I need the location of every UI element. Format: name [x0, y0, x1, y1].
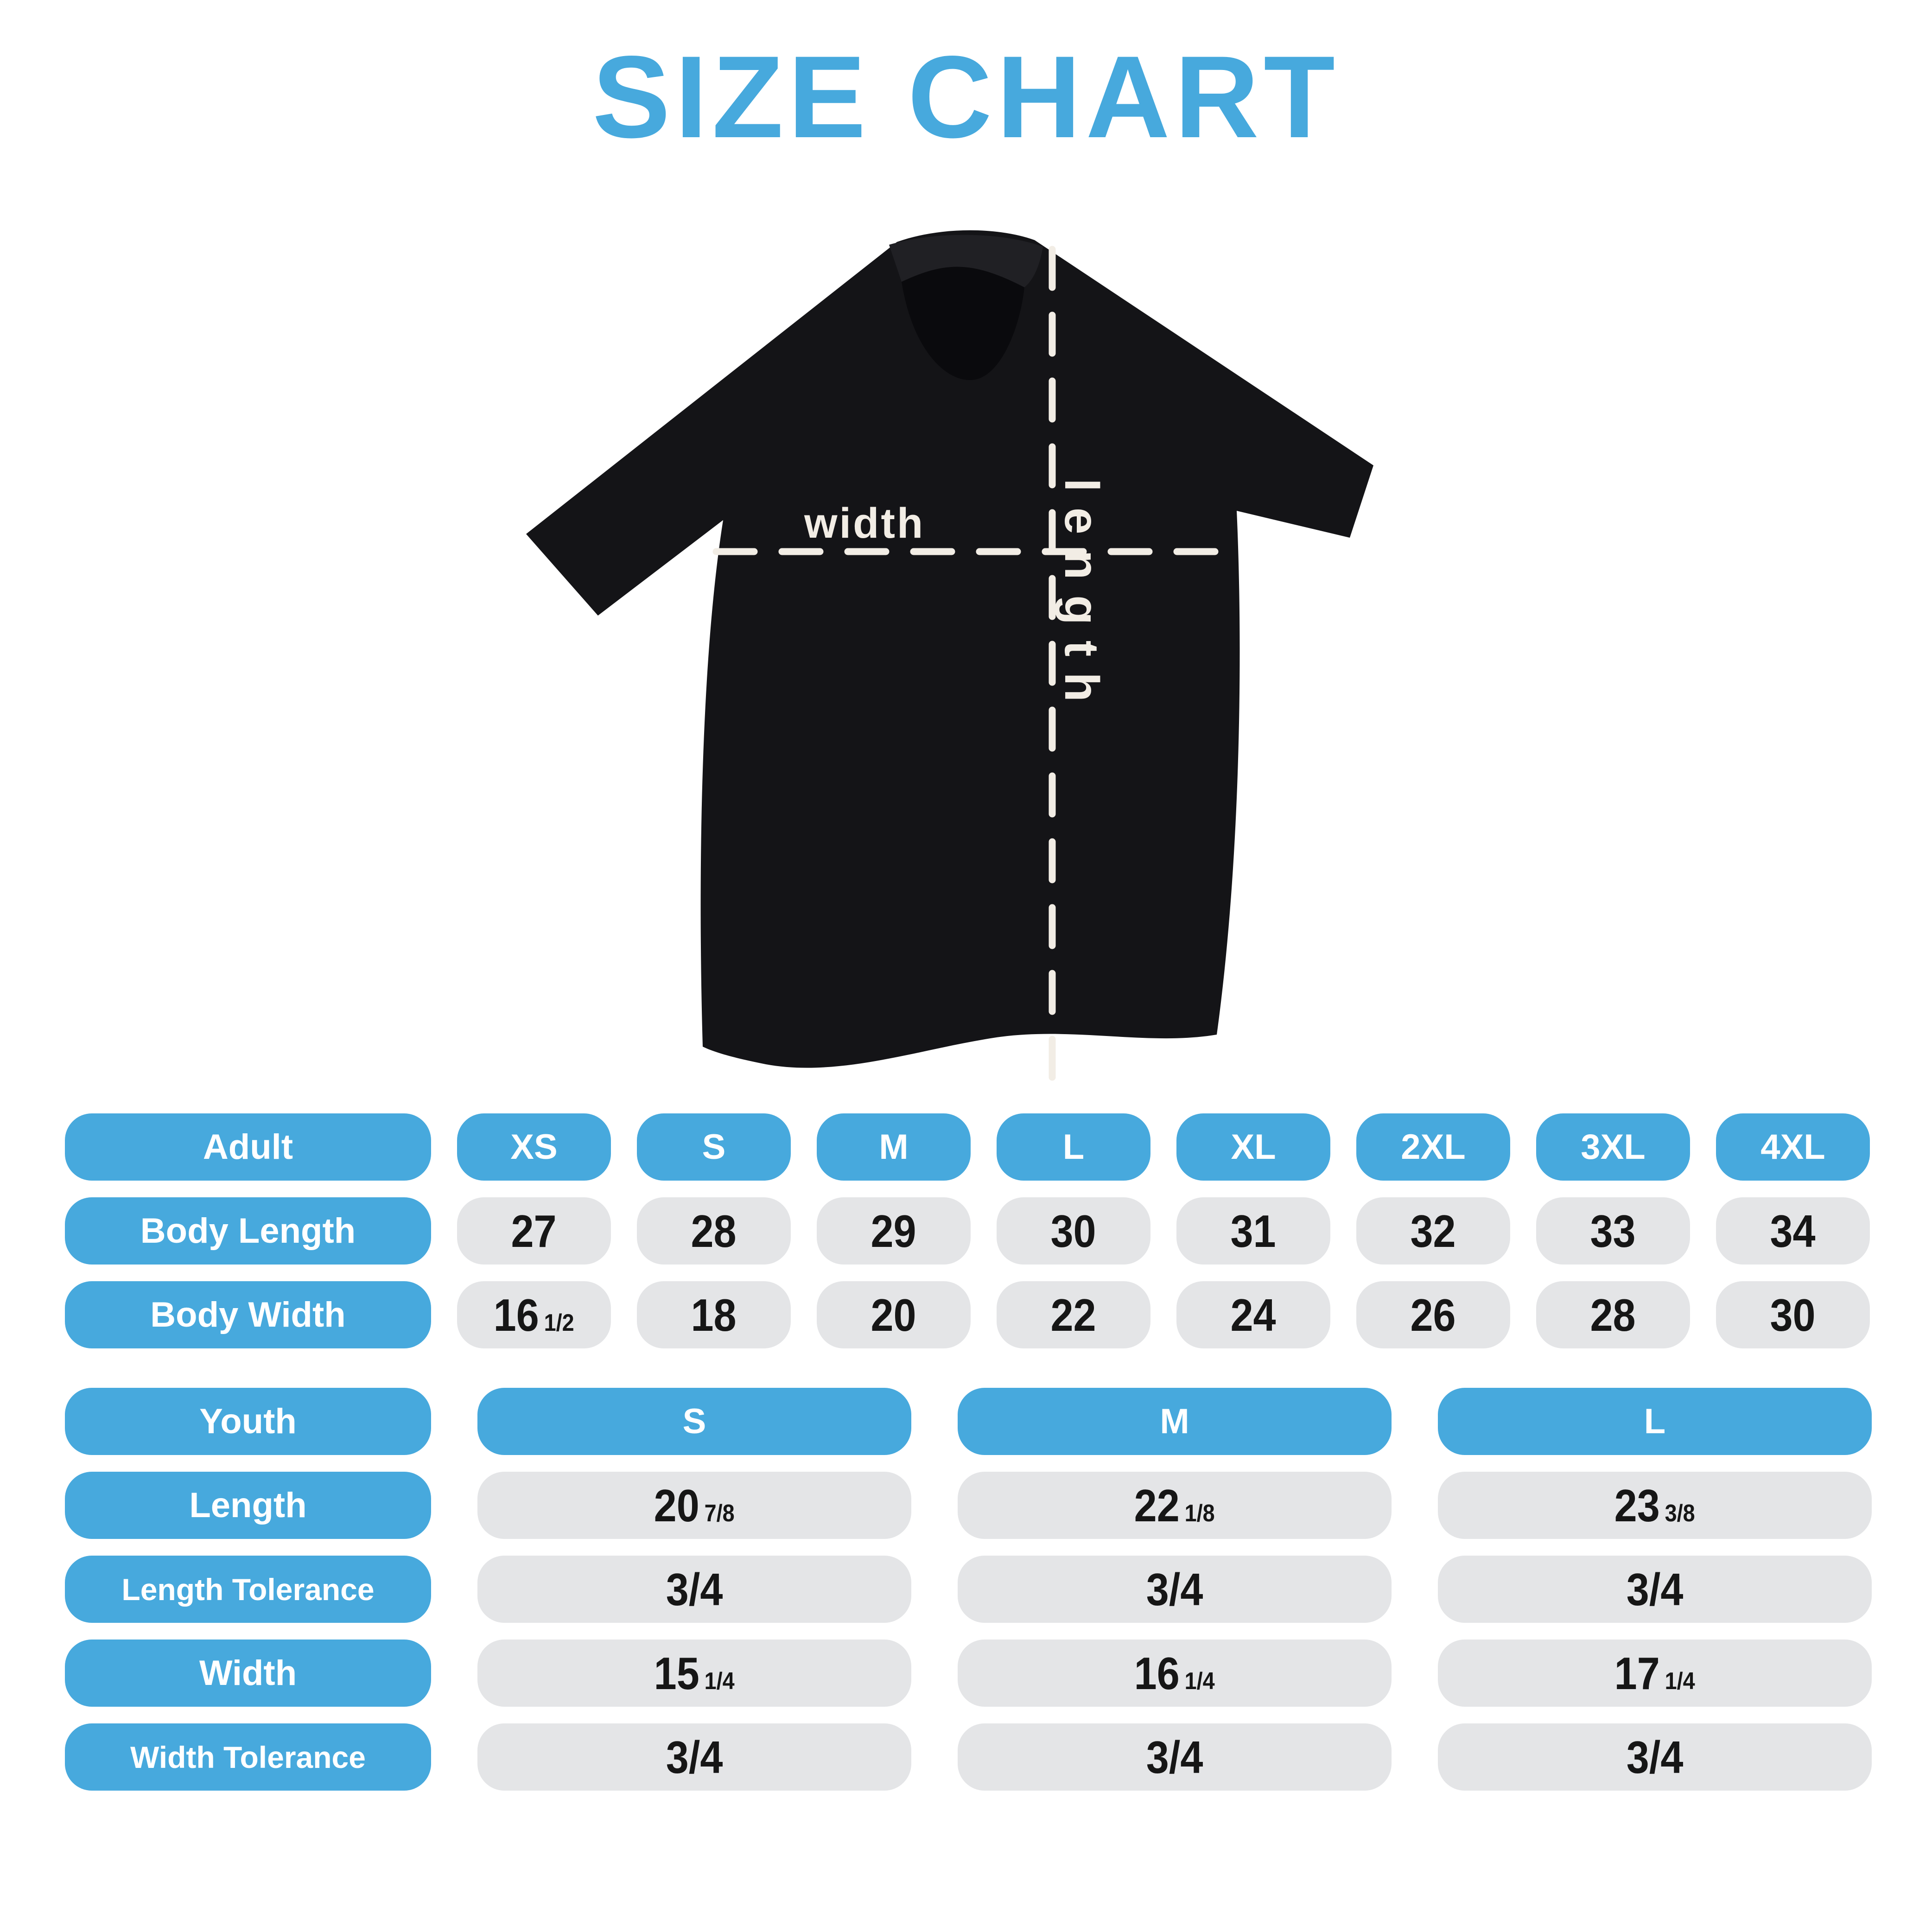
youth-value-cell: 3/4 [1438, 1556, 1872, 1623]
adult-size-header-xs: XS [457, 1113, 611, 1181]
adult-value-cell: 31 [1176, 1197, 1330, 1265]
youth-value-cell: 3/4 [1438, 1723, 1872, 1791]
youth-row-label: Width Tolerance [65, 1723, 431, 1791]
youth-row-label: Length Tolerance [65, 1556, 431, 1623]
youth-size-table: Youth S M L Length 20 7/8 22 1/8 23 3/8 Length Tole… [65, 1388, 1872, 1791]
youth-table-title: Youth [65, 1388, 431, 1455]
youth-row-label: Width [65, 1640, 431, 1707]
youth-size-header-s: S [477, 1388, 911, 1455]
adult-row-label: Body Length [65, 1197, 431, 1265]
adult-size-header-2xl: 2XL [1356, 1113, 1510, 1181]
adult-value-cell: 33 [1536, 1197, 1690, 1265]
tshirt-illustration: width length [526, 230, 1373, 1083]
youth-value-cell: 15 1/4 [477, 1640, 911, 1707]
adult-value-cell: 27 [457, 1197, 611, 1265]
adult-size-header-m: M [817, 1113, 971, 1181]
adult-value-cell: 18 [637, 1281, 791, 1348]
youth-value-cell: 3/4 [958, 1723, 1392, 1791]
adult-value-cell: 24 [1176, 1281, 1330, 1348]
adult-value-cell: 30 [1716, 1281, 1870, 1348]
youth-value-cell: 3/4 [477, 1723, 911, 1791]
page-title: SIZE CHART [592, 32, 1340, 162]
tshirt-diagram: width length [482, 213, 1437, 1085]
adult-size-header-l: L [997, 1113, 1150, 1181]
adult-value-cell: 20 [817, 1281, 971, 1348]
adult-value-cell: 22 [997, 1281, 1150, 1348]
adult-size-header-xl: XL [1176, 1113, 1330, 1181]
width-label: width [804, 500, 925, 547]
adult-value-cell: 29 [817, 1197, 971, 1265]
youth-row-label: Length [65, 1472, 431, 1539]
adult-size-header-4xl: 4XL [1716, 1113, 1870, 1181]
youth-value-cell: 3/4 [958, 1556, 1392, 1623]
adult-value-cell: 16 1/2 [457, 1281, 611, 1348]
tshirt-collar-band [889, 235, 1043, 287]
adult-value-cell: 32 [1356, 1197, 1510, 1265]
adult-size-header-s: S [637, 1113, 791, 1181]
adult-value-cell: 34 [1716, 1197, 1870, 1265]
tshirt-collar-opening [902, 267, 1024, 381]
youth-value-cell: 20 7/8 [477, 1472, 911, 1539]
youth-value-cell: 16 1/4 [958, 1640, 1392, 1707]
adult-value-cell: 26 [1356, 1281, 1510, 1348]
youth-value-cell: 3/4 [477, 1556, 911, 1623]
youth-value-cell: 23 3/8 [1438, 1472, 1872, 1539]
adult-value-cell: 28 [637, 1197, 791, 1265]
adult-value-cell: 30 [997, 1197, 1150, 1265]
tshirt-body [526, 230, 1373, 1068]
youth-value-cell: 22 1/8 [958, 1472, 1392, 1539]
adult-table-title: Adult [65, 1113, 431, 1181]
length-label: length [1055, 478, 1108, 718]
adult-size-header-3xl: 3XL [1536, 1113, 1690, 1181]
adult-value-cell: 28 [1536, 1281, 1690, 1348]
adult-size-table: Adult XS S M L XL 2XL 3XL 4XL Body Length 27 28 29 30… [65, 1113, 1870, 1348]
youth-value-cell: 17 1/4 [1438, 1640, 1872, 1707]
youth-size-header-l: L [1438, 1388, 1872, 1455]
youth-size-header-m: M [958, 1388, 1392, 1455]
adult-row-label: Body Width [65, 1281, 431, 1348]
